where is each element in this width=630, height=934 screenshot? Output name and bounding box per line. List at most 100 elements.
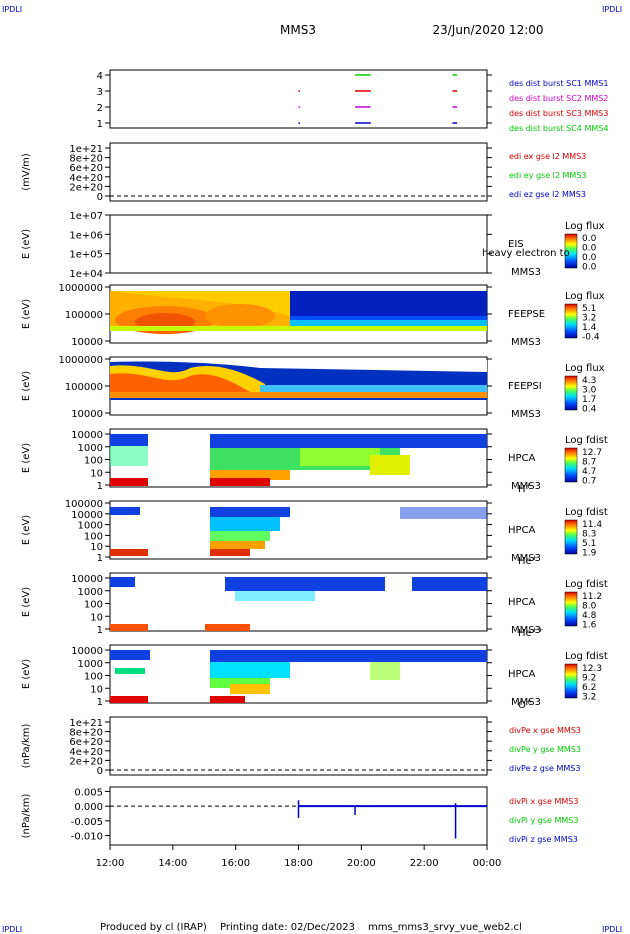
hpca_hepp-colorbar bbox=[564, 591, 578, 627]
burst-legend-sc2: des dist burst SC2 MMS2 bbox=[509, 94, 608, 103]
eis-colorbar-tick-2: 0.0 bbox=[582, 253, 597, 263]
hpca-hepp-spectrogram bbox=[110, 577, 487, 631]
y-axis-label-hpca_he: E (eV) bbox=[21, 515, 32, 545]
hpca_o-colorbar-tick-0: 12.3 bbox=[582, 664, 602, 674]
y-tick-label-eis-1: 1e+05 bbox=[69, 250, 103, 261]
x-tick-label-6: 00:00 bbox=[473, 858, 502, 869]
x-tick-label-1: 14:00 bbox=[158, 858, 187, 869]
y-tick-label-hpca_h-1: 10 bbox=[90, 468, 103, 479]
divpi-legend-2: divPi z gse MMS3 bbox=[509, 835, 578, 844]
y-axis-label-feepse: E (eV) bbox=[21, 299, 32, 329]
hpca_hepp-instrument-label: HPCA bbox=[508, 597, 536, 608]
y-tick-label-hpca_he-3: 1000 bbox=[78, 521, 103, 532]
y-axis-label-edi: (mV/m) bbox=[21, 153, 32, 191]
footer-produced-by: Produced by cl (IRAP) bbox=[100, 922, 207, 933]
hpca_he-charge-label: + bbox=[532, 554, 538, 562]
hpca_h-colorbar-tick-2: 4.7 bbox=[582, 467, 596, 477]
hpca_o-spacecraft-label: MMS3 bbox=[511, 697, 541, 708]
y-tick-label-feepsi-0: 10000 bbox=[71, 409, 103, 420]
y-tick-label-divpe-2: 4e+20 bbox=[69, 747, 103, 758]
eis-colorbar bbox=[564, 233, 578, 269]
corner-label-bottom-right: IPDLI bbox=[602, 925, 622, 934]
hpca_he-colorbar-tick-0: 11.4 bbox=[582, 520, 602, 530]
hpca_o-colorbar-tick-2: 6.2 bbox=[582, 683, 596, 693]
y-tick-label-divpe-4: 8e+20 bbox=[69, 728, 103, 739]
burst-legend-sc3: des dist burst SC3 MMS3 bbox=[509, 109, 608, 118]
y-tick-label-feepse-2: 1000000 bbox=[58, 283, 103, 294]
hpca_he-colorbar-tick-3: 1.9 bbox=[582, 549, 597, 559]
feepse-colorbar-title: Log flux bbox=[565, 291, 605, 302]
hpca_h-colorbar-tick-1: 8.7 bbox=[582, 458, 596, 468]
spacecraft-title: MMS3 bbox=[280, 23, 316, 37]
hpca_he-colorbar bbox=[564, 519, 578, 555]
hpca_he-colorbar-tick-1: 8.3 bbox=[582, 530, 596, 540]
y-tick-label-divpe-5: 1e+21 bbox=[69, 718, 103, 729]
hpca_h-charge-label: + bbox=[526, 482, 532, 490]
y-axis-label-hpca_h: E (eV) bbox=[21, 443, 32, 473]
y-tick-label-hpca_o-4: 10000 bbox=[71, 646, 103, 657]
y-axis-label-hpca_o: E (eV) bbox=[21, 659, 32, 689]
eis-colorbar-tick-3: 0.0 bbox=[582, 263, 597, 273]
y-tick-label-feepse-0: 10000 bbox=[71, 337, 103, 348]
spectrogram-layer bbox=[110, 291, 487, 703]
hpca_he-colorbar-title: Log fdist bbox=[565, 507, 608, 518]
hpca-o-spectrogram bbox=[110, 650, 487, 703]
hpca_o-charge-label: + bbox=[526, 698, 532, 706]
y-tick-label-hpca_hepp-3: 1000 bbox=[78, 587, 103, 598]
y-tick-label-edi-5: 1e+21 bbox=[69, 144, 103, 155]
divpi-legend-1: divPi y gse MMS3 bbox=[509, 816, 578, 825]
y-tick-label-hpca_o-0: 1 bbox=[97, 697, 103, 708]
feepse-colorbar-tick-2: 1.4 bbox=[582, 323, 597, 333]
y-tick-label-hpca_he-1: 10 bbox=[90, 542, 103, 553]
y-tick-label-burst-2: 3 bbox=[97, 87, 103, 98]
edi-legend-2: edi ez gse l2 MMS3 bbox=[509, 190, 586, 199]
feepsi-spacecraft-label: MMS3 bbox=[511, 409, 541, 420]
y-tick-label-feepse-1: 100000 bbox=[65, 310, 103, 321]
y-tick-label-eis-0: 1e+04 bbox=[69, 269, 103, 280]
hpca_hepp-colorbar-title: Log fdist bbox=[565, 579, 608, 590]
edi-legend-0: edi ex gse l2 MMS3 bbox=[509, 152, 586, 161]
corner-label-top-right: IPDLI bbox=[602, 5, 622, 14]
eis-spacecraft-label: MMS3 bbox=[511, 267, 541, 278]
hpca_o-colorbar-title: Log fdist bbox=[565, 651, 608, 662]
eis-instrument-label: EIS bbox=[508, 239, 524, 250]
y-tick-label-edi-4: 8e+20 bbox=[69, 154, 103, 165]
y-axis-label-divpe: (nPa/km) bbox=[21, 724, 32, 769]
hpca-he-spectrogram bbox=[110, 507, 487, 556]
feepsi-colorbar-tick-0: 4.3 bbox=[582, 376, 596, 386]
x-tick-label-5: 22:00 bbox=[410, 858, 439, 869]
hpca_h-colorbar bbox=[564, 447, 578, 483]
hpca_hepp-species-label: He++ bbox=[518, 626, 544, 639]
hpca_he-instrument-label: HPCA bbox=[508, 525, 536, 536]
y-tick-label-hpca_he-5: 100000 bbox=[65, 499, 103, 510]
y-tick-label-hpca_hepp-2: 100 bbox=[84, 600, 103, 611]
y-tick-label-hpca_h-0: 1 bbox=[97, 481, 103, 492]
feepsi-spectrogram bbox=[110, 360, 487, 400]
divpe-legend-2: divPe z gse MMS3 bbox=[509, 764, 580, 773]
hpca_o-colorbar bbox=[564, 663, 578, 699]
y-tick-label-hpca_he-2: 100 bbox=[84, 531, 103, 542]
hpca_hepp-colorbar-tick-2: 4.8 bbox=[582, 611, 597, 621]
eis-colorbar-tick-0: 0.0 bbox=[582, 234, 597, 244]
divpi-legend-0: divPi x gse MMS3 bbox=[509, 797, 578, 806]
divpe-legend-0: divPe x gse MMS3 bbox=[509, 726, 581, 735]
x-tick-label-2: 16:00 bbox=[221, 858, 250, 869]
y-axis-label-hpca_hepp: E (eV) bbox=[21, 587, 32, 617]
y-tick-label-hpca_o-2: 100 bbox=[84, 672, 103, 683]
feepsi-colorbar-tick-2: 1.7 bbox=[582, 395, 596, 405]
y-tick-label-divpi-0: -0.010 bbox=[71, 832, 103, 843]
y-tick-label-edi-2: 4e+20 bbox=[69, 173, 103, 184]
y-axis-label-eis: E (eV) bbox=[21, 229, 32, 259]
y-axis-label-feepsi: E (eV) bbox=[21, 371, 32, 401]
burst-legend-sc4: des dist burst SC4 MMS4 bbox=[509, 124, 608, 133]
y-tick-label-burst-1: 2 bbox=[97, 103, 103, 114]
hpca_h-instrument-label: HPCA bbox=[508, 453, 536, 464]
feepse-spectrogram bbox=[110, 291, 487, 334]
y-axis-label-divpi: (nPa/km) bbox=[21, 794, 32, 839]
feepsi-colorbar-tick-1: 3.0 bbox=[582, 386, 597, 396]
hpca_he-spacecraft-label: MMS3 bbox=[511, 553, 541, 564]
y-tick-label-eis-3: 1e+07 bbox=[69, 211, 103, 222]
hpca_h-colorbar-tick-0: 12.7 bbox=[582, 448, 602, 458]
hpca_hepp-colorbar-tick-0: 11.2 bbox=[582, 592, 602, 602]
